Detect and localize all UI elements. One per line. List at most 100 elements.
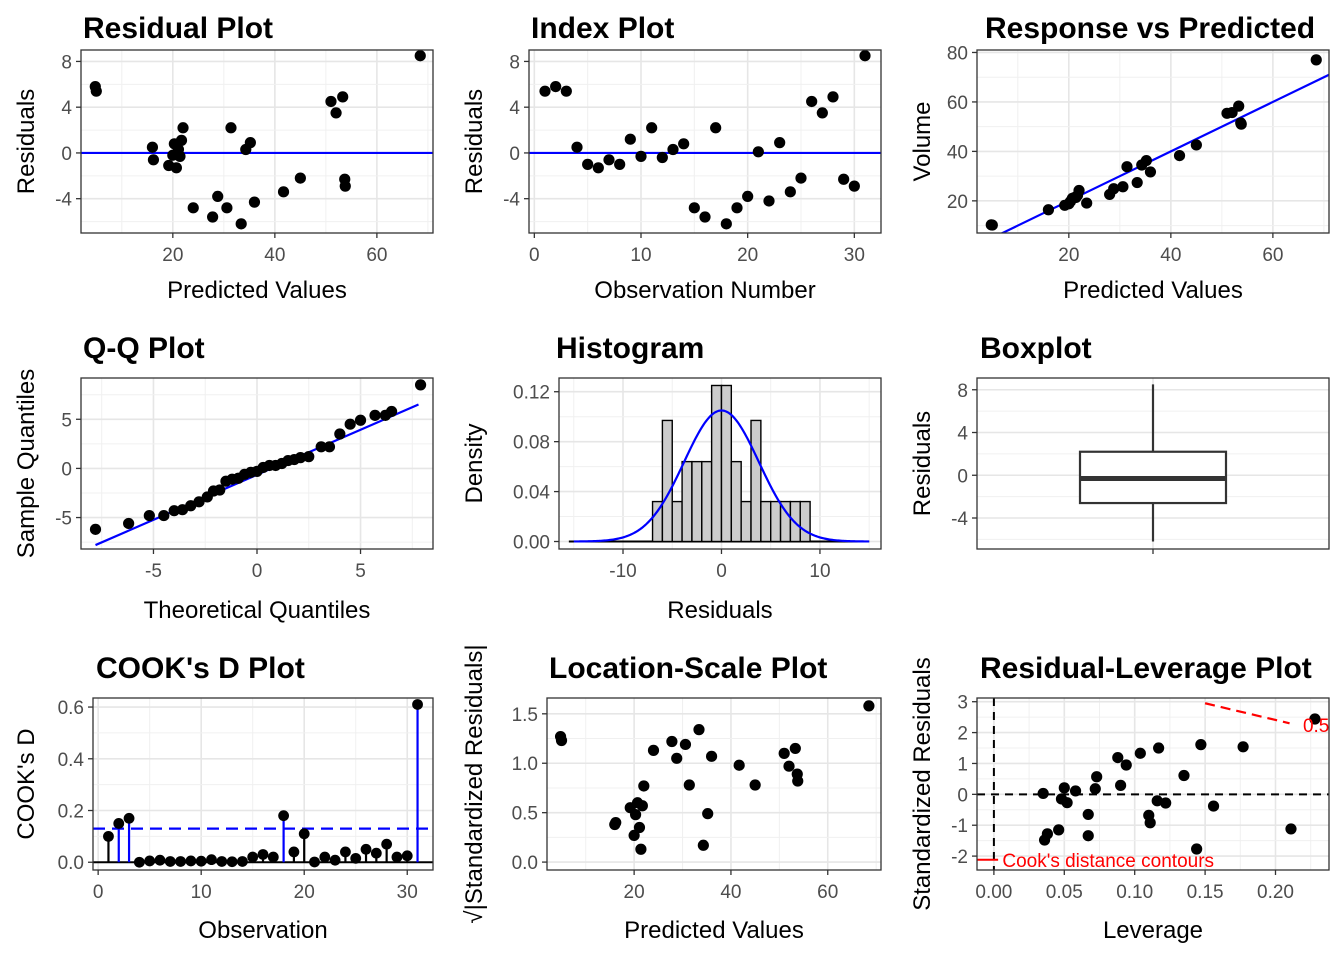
data-point: [412, 699, 423, 710]
y-tick-label: 1.5: [512, 705, 538, 726]
histogram-bar: [710, 384, 723, 543]
data-point: [699, 211, 711, 223]
plot-area: [985, 54, 1329, 233]
data-point: [309, 856, 320, 868]
x-tick-label: 0: [716, 561, 727, 582]
y-tick-label: 2: [957, 724, 968, 745]
data-point: [838, 173, 850, 185]
panel-9: -2 -1 0 1 2 3 0.00 0.05 0.10 0.15 0.20 Residual-Lev…: [909, 652, 1330, 944]
data-point: [1042, 204, 1055, 216]
data-point: [678, 138, 690, 150]
y-tick-label: 0.04: [513, 483, 550, 504]
y-tick-label: 40: [947, 142, 968, 163]
y-tick-label: 0.0: [512, 853, 538, 874]
y-tick-label: -4: [55, 190, 72, 211]
y-axis-label: COOK's D: [13, 728, 40, 839]
x-tick-label: 60: [366, 245, 387, 266]
data-point: [859, 50, 871, 62]
histogram-bar: [770, 500, 782, 543]
y-tick-label: -1: [951, 816, 968, 837]
x-tick-label: 30: [397, 882, 418, 903]
data-point: [1041, 828, 1053, 840]
data-point: [1037, 787, 1049, 800]
data-point: [1082, 808, 1094, 821]
histogram-bar: [760, 500, 772, 543]
data-point: [539, 85, 551, 97]
data-point: [795, 172, 807, 184]
data-point: [1134, 747, 1146, 759]
panel-4: -5 0 5 -5 0 5 Q-Q Plot Theoretical Quantiles Sam…: [13, 332, 434, 624]
data-point: [103, 830, 114, 842]
x-tick-label: 0: [93, 882, 104, 903]
x-axis-label: Residuals: [667, 597, 772, 624]
data-point: [693, 724, 705, 736]
data-point: [1061, 797, 1073, 809]
data-point: [646, 122, 658, 134]
y-axis-label: Residuals: [461, 89, 488, 194]
data-point: [763, 195, 775, 207]
data-point: [1081, 197, 1093, 209]
data-point: [610, 816, 622, 829]
data-point: [635, 843, 647, 855]
y-tick-label: 8: [509, 52, 520, 73]
panel-border: [976, 49, 1330, 234]
panel-border: [558, 377, 882, 550]
x-tick-label: 0.05: [1046, 882, 1083, 903]
data-point: [325, 95, 337, 108]
data-point: [656, 151, 668, 164]
data-point: [1233, 100, 1245, 112]
y-axis-label: Residuals: [13, 89, 40, 194]
panel-border: [80, 377, 434, 550]
plot-area: [554, 700, 875, 855]
x-tick-label: 0.20: [1257, 882, 1294, 903]
y-tick-label: -4: [503, 190, 520, 211]
data-point: [783, 760, 795, 772]
data-point: [742, 190, 754, 202]
data-point: [647, 744, 660, 756]
y-tick-label: 0.6: [58, 698, 84, 719]
data-point: [185, 855, 197, 867]
y-tick-label: 0: [957, 785, 968, 806]
y-tick-label: 8: [957, 381, 968, 402]
data-point: [360, 843, 372, 855]
panel-border: [80, 49, 434, 234]
y-axis-label: Volume: [909, 101, 936, 181]
y-tick-label: -2: [951, 847, 968, 868]
x-axis-label: Predicted Values: [624, 917, 804, 944]
x-tick-label: -10: [609, 561, 636, 582]
data-point: [688, 202, 700, 214]
y-axis-label: √|Standardized Residuals|: [461, 644, 488, 923]
y-tick-label: 4: [509, 98, 520, 119]
x-tick-label: 10: [809, 561, 830, 582]
y-tick-label: 8: [61, 52, 72, 73]
data-point: [1115, 779, 1127, 791]
plot-area: [81, 50, 433, 230]
grid: [81, 50, 433, 233]
data-point: [1121, 161, 1133, 173]
data-point: [147, 154, 160, 166]
panel-6: -4 0 4 8 Boxplot Residuals: [909, 332, 1330, 554]
data-point: [560, 85, 572, 97]
data-point: [244, 137, 256, 149]
data-point: [278, 810, 290, 822]
data-point: [294, 452, 307, 464]
chart-title: Boxplot: [980, 332, 1092, 365]
y-tick-label: 0: [61, 459, 72, 480]
data-point: [1120, 759, 1132, 771]
data-point: [323, 441, 336, 453]
y-axis-label: Density: [461, 423, 488, 503]
data-point: [164, 856, 176, 867]
y-tick-label: 0: [509, 144, 520, 165]
data-point: [848, 180, 860, 192]
data-point: [636, 800, 648, 812]
data-point: [638, 780, 650, 792]
x-tick-label: 20: [162, 245, 183, 266]
data-point: [816, 107, 828, 119]
x-axis-label: Predicted Values: [1063, 277, 1243, 304]
chart-title: Index Plot: [531, 12, 674, 45]
data-point: [187, 202, 199, 214]
x-tick-label: 10: [191, 882, 212, 903]
data-point: [624, 133, 636, 145]
data-point: [1069, 785, 1082, 797]
data-point: [90, 85, 102, 97]
